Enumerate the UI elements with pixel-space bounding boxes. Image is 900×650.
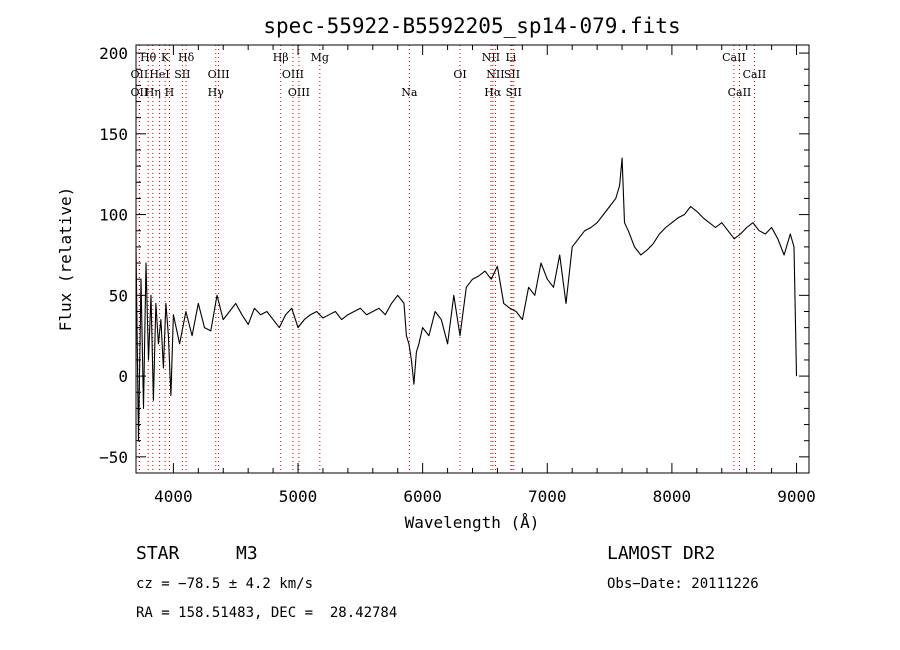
spectral-line-label: Hγ <box>208 86 225 99</box>
spectral-line-label: OII <box>131 68 149 81</box>
spectrum-line <box>135 157 798 442</box>
spectral-line-label: CaII <box>722 51 746 64</box>
x-axis-label: Wavelength (Å) <box>405 513 540 532</box>
spectral-line-label: HeI <box>149 68 169 81</box>
y-tick-label: 200 <box>99 44 128 63</box>
spectral-line-label: NII <box>482 51 500 64</box>
spectral-line-label: SII <box>504 68 520 81</box>
spectral-line-label: CaII <box>728 86 752 99</box>
observation-date: Obs−Date: 20111226 <box>607 576 759 592</box>
redshift-value: cz = −78.5 ± 4.2 km/s <box>136 576 314 592</box>
x-tick-label: 9000 <box>777 487 816 506</box>
spectral-line-label: Hδ <box>178 51 195 64</box>
spectral-line-label: OIII <box>208 68 230 81</box>
tick-labels: 4000 5000 6000 7000 8000 9000 −50 0 50 100 150 200 <box>99 44 816 506</box>
plot-frame <box>135 44 810 474</box>
axis-ticks <box>136 45 809 473</box>
spectral-line-label: Hβ <box>273 51 289 64</box>
survey-name: LAMOST DR2 <box>607 543 716 564</box>
chart-title: spec-55922-B5592205_sp14-079.fits <box>263 14 680 38</box>
y-axis-label: Flux (relative) <box>56 187 75 332</box>
x-tick-label: 8000 <box>653 487 692 506</box>
spectral-line-label: NII <box>486 68 504 81</box>
y-tick-label: 100 <box>99 206 128 225</box>
spectral-line-label: Hη <box>145 86 161 99</box>
spectral-line-label: CaII <box>743 68 767 81</box>
y-tick-label: 50 <box>109 286 128 305</box>
coordinates: RA = 158.51483, DEC = 28.42784 <box>136 605 398 621</box>
spectral-line-label: OII <box>131 86 149 99</box>
spectral-line-label: Hθ <box>140 51 157 64</box>
spectrum-series <box>135 157 798 442</box>
y-tick-label: 0 <box>118 367 128 386</box>
spectral-line-label: K <box>161 51 170 64</box>
object-class: STAR <box>136 543 180 564</box>
spectral-line-label: Li <box>505 51 516 64</box>
spectral-line-label: SII <box>506 86 522 99</box>
spectral-line-label: Hα <box>484 86 502 99</box>
x-tick-label: 4000 <box>154 487 193 506</box>
spectral-line-label: H <box>165 86 175 99</box>
spectral-line-label: Na <box>401 86 418 99</box>
spectral-line-label: OI <box>453 68 466 81</box>
y-tick-label: −50 <box>99 448 128 467</box>
x-tick-label: 5000 <box>279 487 318 506</box>
spectral-line-label: OIII <box>282 68 304 81</box>
y-tick-label: 150 <box>99 125 128 144</box>
x-tick-label: 7000 <box>528 487 567 506</box>
spectral-line-label: Mg <box>311 51 329 64</box>
object-subclass: M3 <box>236 543 258 564</box>
x-tick-label: 6000 <box>403 487 442 506</box>
spectral-line-label: SII <box>174 68 190 81</box>
spectral-line-label: OIII <box>288 86 310 99</box>
